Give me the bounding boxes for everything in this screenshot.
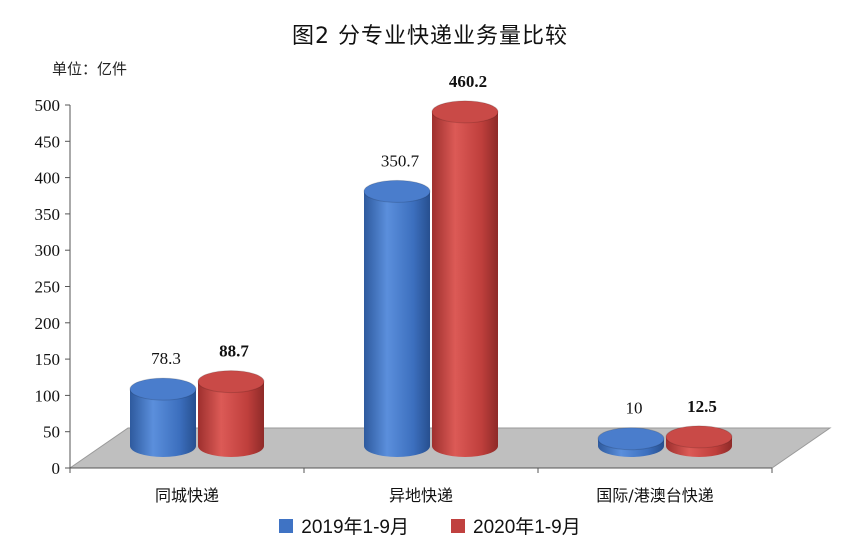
data-label-1-1: 460.2 (449, 72, 487, 91)
y-tick-label: 300 (35, 241, 61, 260)
y-tick-label: 500 (35, 96, 61, 115)
bar-0-0 (130, 389, 196, 457)
unit-label: 单位：亿件 (52, 60, 128, 78)
bar-top-0-2 (597, 427, 665, 451)
bar-top-0-1 (363, 179, 431, 203)
legend-swatch-2020 (451, 518, 465, 533)
bar-1-1 (432, 111, 498, 457)
bar-top-0-0 (129, 377, 197, 401)
data-label-1-2: 12.5 (687, 397, 717, 416)
legend-item-2020: 2020年1-9月 (451, 512, 581, 539)
y-tick-label: 150 (35, 350, 61, 369)
x-tick-label: 异地快递 (389, 486, 453, 505)
legend-item-2019: 2019年1-9月 (279, 512, 409, 539)
bar-0-1 (364, 191, 430, 458)
bar-1-0 (198, 381, 264, 457)
y-tick-label: 350 (35, 205, 61, 224)
legend-label-2019: 2019年1-9月 (301, 517, 409, 538)
legend-label-2020: 2020年1-9月 (473, 517, 581, 538)
bar-top-1-2 (665, 425, 733, 449)
legend: 2019年1-9月 2020年1-9月 (0, 512, 860, 539)
x-tick-label: 同城快递 (155, 486, 219, 505)
y-tick-label: 400 (35, 169, 61, 188)
y-tick-label: 450 (35, 132, 61, 151)
y-tick-label: 50 (43, 423, 60, 442)
data-label-0-1: 350.7 (381, 151, 420, 170)
x-tick-label: 国际/港澳台快递 (596, 486, 713, 505)
bar-top-1-0 (197, 370, 265, 394)
y-tick-label: 0 (52, 459, 61, 478)
y-tick-label: 250 (35, 278, 61, 297)
data-label-0-2: 10 (626, 399, 643, 418)
data-label-1-0: 88.7 (219, 342, 249, 361)
legend-swatch-2019 (279, 518, 294, 533)
chart-title: 图2 分专业快递业务量比较 (292, 24, 568, 49)
bar-top-1-1 (431, 100, 499, 124)
y-tick-label: 200 (35, 314, 61, 333)
y-tick-label: 100 (35, 386, 61, 405)
data-label-0-0: 78.3 (151, 349, 181, 368)
